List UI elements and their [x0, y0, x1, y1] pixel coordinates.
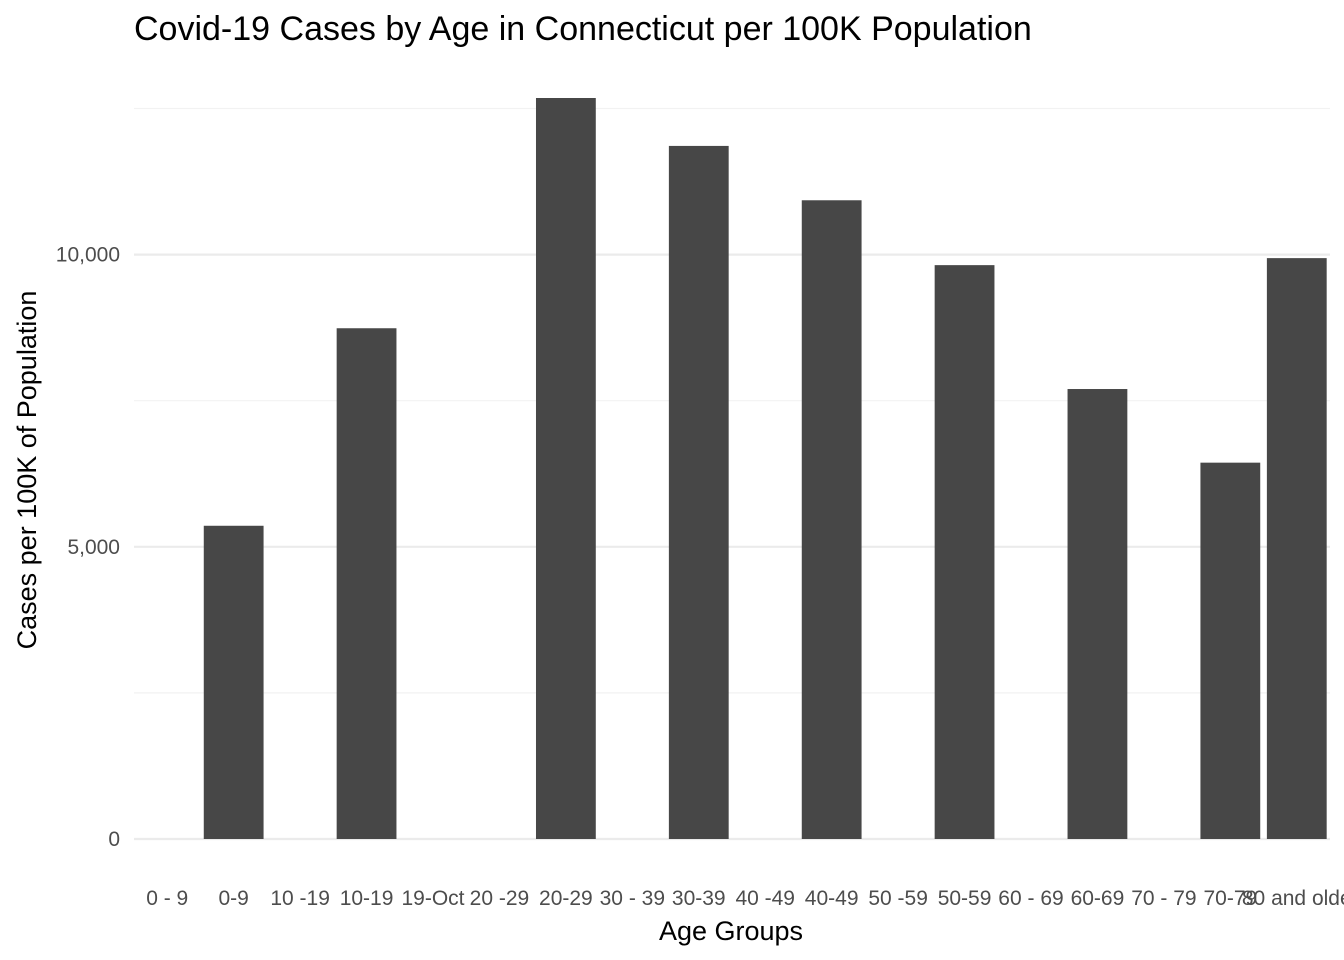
x-tick-label: 30 - 39: [600, 887, 665, 910]
bar-40-49: [801, 200, 862, 840]
x-tick-label: 50 -59: [868, 887, 928, 910]
bars: [203, 98, 1327, 840]
bar-80andolde: [1266, 258, 1327, 839]
x-tick-label: 60-69: [1071, 887, 1125, 910]
x-tick-label: 0 - 9: [146, 887, 188, 910]
x-tick-label: 10 -19: [270, 887, 330, 910]
x-axis-ticks: 0 - 9 0-9 10 -19 10-19 19-Oct 20 -29 20-29 30 -…: [146, 887, 1344, 910]
y-axis-title: Cases per 100K of Population: [12, 291, 42, 650]
x-tick-label: 80 and olde: [1242, 887, 1344, 910]
y-tick-label: 5,000: [67, 536, 120, 559]
bar-10-19: [336, 328, 397, 839]
x-tick-label: 19-Oct: [401, 887, 464, 910]
bar-60-69: [1067, 389, 1128, 839]
x-tick-label: 70-79: [1203, 887, 1257, 910]
bar-30-39: [668, 145, 729, 839]
x-tick-label: 70 - 79: [1131, 887, 1196, 910]
x-tick-label: 0-9: [218, 887, 248, 910]
y-tick-label: 10,000: [56, 244, 120, 267]
bar-70-79: [1200, 462, 1261, 839]
bar-50-59: [934, 265, 995, 840]
x-tick-label: 40 -49: [735, 887, 795, 910]
x-tick-label: 40-49: [805, 887, 859, 910]
grid: [134, 107, 1330, 841]
x-tick-label: 10-19: [340, 887, 394, 910]
y-tick-label: 0: [108, 828, 120, 851]
bar-0-9: [203, 525, 264, 839]
bar-20-29: [535, 98, 596, 839]
x-tick-label: 30-39: [672, 887, 726, 910]
chart-title: Covid-19 Cases by Age in Connecticut per…: [134, 10, 1032, 48]
y-axis-ticks: 0 5,000 10,000: [56, 244, 120, 851]
x-tick-label: 20-29: [539, 887, 593, 910]
x-tick-label: 50-59: [938, 887, 992, 910]
x-tick-label: 20 -29: [470, 887, 530, 910]
x-tick-label: 60 - 69: [998, 887, 1063, 910]
x-axis-title: Age Groups: [659, 916, 803, 946]
